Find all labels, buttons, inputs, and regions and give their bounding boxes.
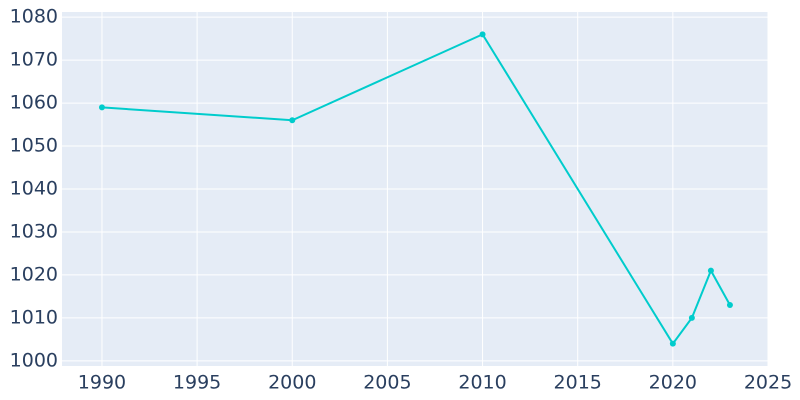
marker [688,314,695,321]
y-tick-label: 1040 [10,178,58,200]
x-tick-label: 2010 [458,372,506,394]
y-tick-label: 1080 [10,6,58,28]
x-tick-label: 1990 [78,372,126,394]
marker [669,340,676,347]
x-tick-label: 2020 [649,372,697,394]
marker [98,104,105,111]
y-tick-label: 1000 [10,349,58,371]
x-tick-label: 2015 [554,372,602,394]
y-tick-label: 1030 [10,220,58,242]
marker [726,301,733,308]
x-tick-label: 2000 [268,372,316,394]
y-tick-label: 1010 [10,306,58,328]
x-tick-label: 1995 [173,372,221,394]
y-tick-label: 1050 [10,135,58,157]
y-tick-label: 1060 [10,92,58,114]
marker [289,117,296,124]
marker [707,267,714,274]
y-tick-label: 1070 [10,49,58,71]
marker [479,31,486,38]
x-tick-label: 2005 [363,372,411,394]
x-tick-label: 2025 [744,372,792,394]
y-tick-label: 1020 [10,263,58,285]
